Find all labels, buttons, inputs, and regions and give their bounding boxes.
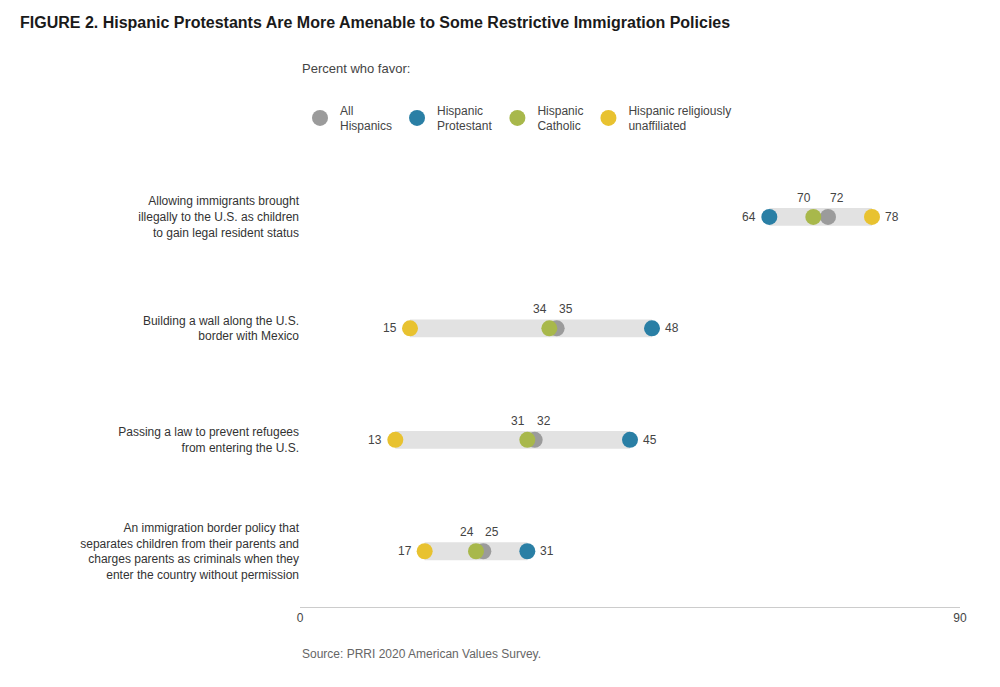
svg-text:35: 35 [559, 302, 573, 316]
svg-text:Percent who favor:: Percent who favor: [302, 61, 410, 76]
svg-text:AllHispanics: AllHispanics [340, 104, 392, 134]
svg-text:Building a wall along the U.S.: Building a wall along the U.S.border wit… [143, 314, 299, 344]
svg-text:HispanicCatholic: HispanicCatholic [537, 104, 583, 134]
svg-text:31: 31 [511, 414, 525, 428]
svg-text:0: 0 [297, 611, 304, 625]
svg-text:25: 25 [485, 525, 499, 539]
svg-text:32: 32 [537, 414, 551, 428]
svg-text:HispanicProtestant: HispanicProtestant [437, 104, 492, 134]
svg-text:34: 34 [533, 302, 547, 316]
svg-text:45: 45 [643, 433, 657, 447]
svg-text:48: 48 [665, 321, 679, 335]
svg-text:Allowing immigrants broughtill: Allowing immigrants broughtillegally to … [138, 194, 299, 239]
svg-text:70: 70 [797, 191, 811, 205]
svg-text:90: 90 [953, 611, 967, 625]
svg-text:78: 78 [885, 210, 899, 224]
svg-text:13: 13 [368, 433, 382, 447]
svg-text:31: 31 [540, 544, 554, 558]
svg-text:17: 17 [398, 544, 412, 558]
svg-text:64: 64 [742, 210, 756, 224]
svg-text:Hispanic religiouslyunaffiliat: Hispanic religiouslyunaffiliated [628, 104, 731, 134]
svg-text:FIGURE 2. Hispanic Protestants: FIGURE 2. Hispanic Protestants Are More … [20, 14, 730, 31]
svg-text:Passing a law to prevent refug: Passing a law to prevent refugeesfrom en… [118, 425, 299, 455]
svg-text:Source: PRRI 2020 American Val: Source: PRRI 2020 American Values Survey… [302, 647, 541, 661]
svg-text:An immigration border policy t: An immigration border policy thatseparat… [80, 521, 299, 582]
svg-text:15: 15 [383, 321, 397, 335]
svg-text:24: 24 [460, 525, 474, 539]
svg-text:72: 72 [830, 191, 844, 205]
